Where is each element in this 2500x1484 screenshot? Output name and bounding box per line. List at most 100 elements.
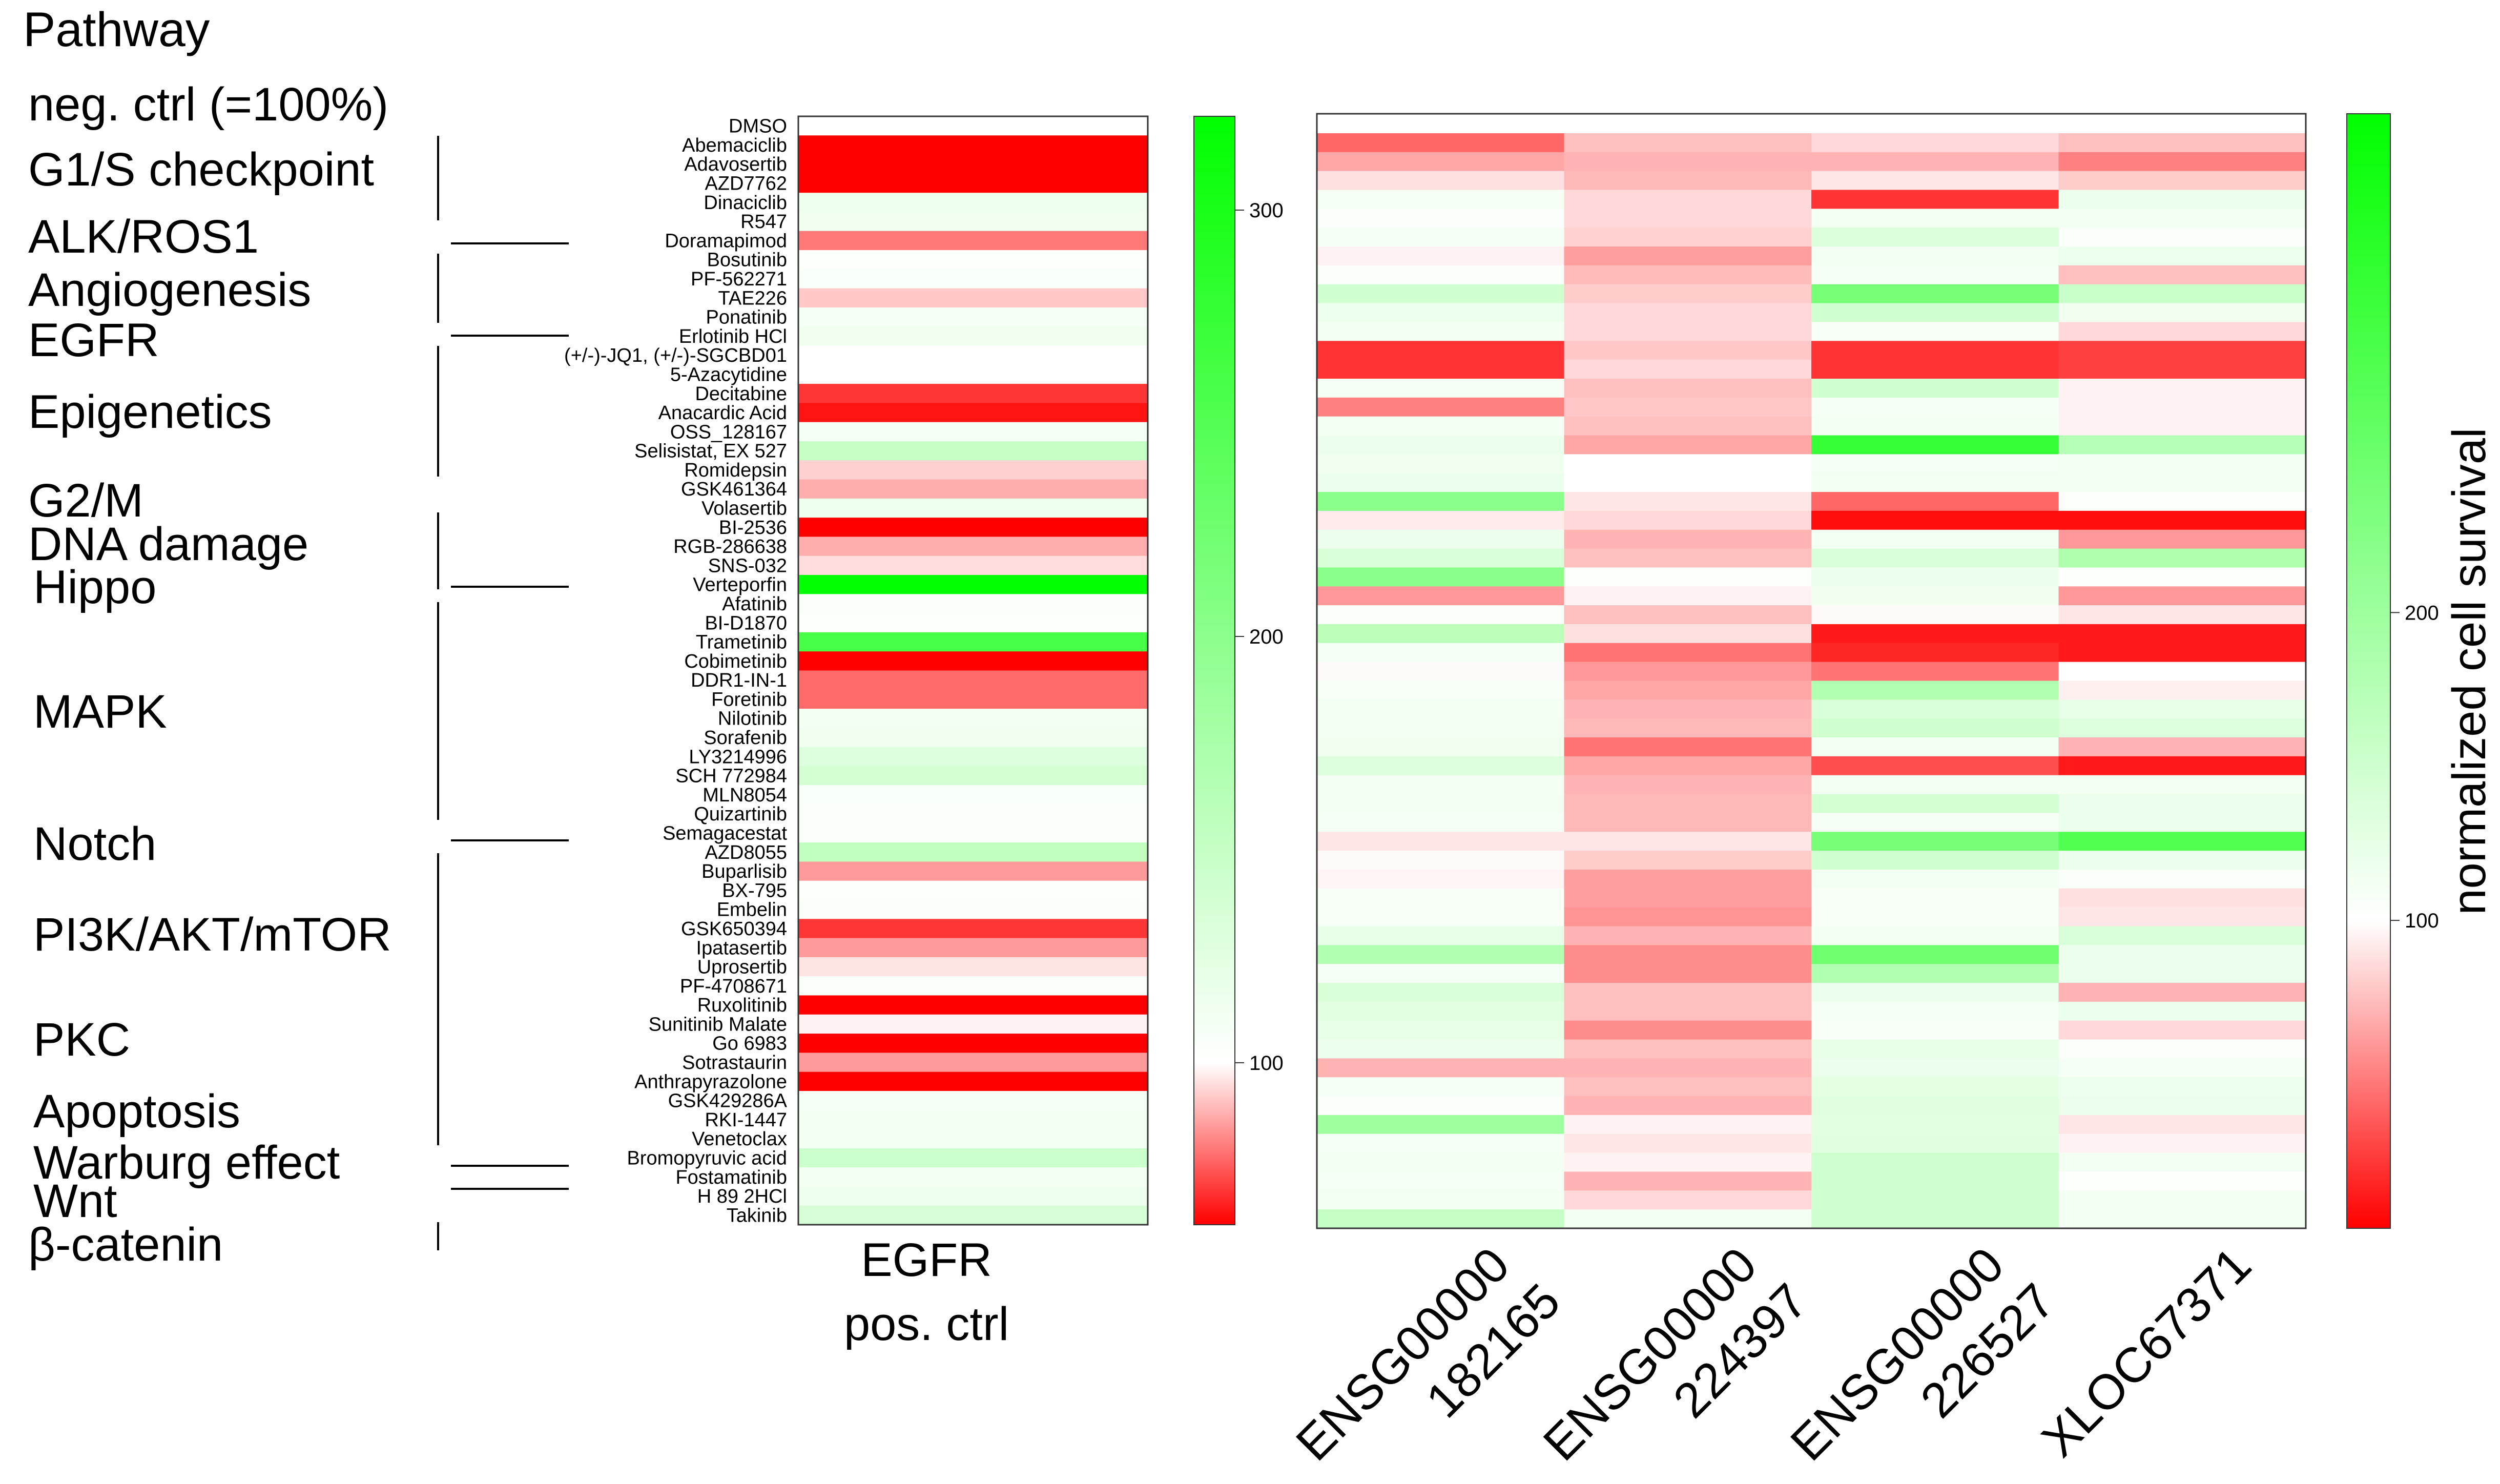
- lncrna-cell: [2058, 246, 2306, 266]
- lncrna-cell: [1811, 284, 2059, 304]
- drug-label: Bosutinib: [707, 250, 787, 271]
- lncrna-cell: [2058, 510, 2306, 530]
- lncrna-cell: [1811, 851, 2059, 870]
- lncrna-cell: [2058, 397, 2306, 417]
- lncrna-cell: [1811, 681, 2059, 700]
- lncrna-cell: [1811, 303, 2059, 323]
- lncrna-cell: [1811, 945, 2059, 964]
- lncrna-cell: [1317, 662, 1565, 682]
- lncrna-cell: [1564, 699, 1812, 719]
- pathway-label: β-catenin: [28, 1219, 223, 1271]
- pathway-label: Hippo: [33, 561, 156, 613]
- lncrna-cell: [1564, 681, 1812, 700]
- lncrna-cell: [1317, 1096, 1565, 1116]
- pathway-label: G1/S checkpoint: [28, 143, 374, 196]
- lncrna-cell: [1811, 1039, 2059, 1059]
- drug-label: AZD7762: [705, 173, 787, 195]
- lncrna-cell: [1564, 869, 1812, 889]
- lncrna-cell: [2058, 794, 2306, 814]
- colorbar-tick-label: 100: [1249, 1052, 1284, 1075]
- lncrna-cell: [2058, 360, 2306, 379]
- drug-label: GSK650394: [681, 918, 787, 940]
- egfr-cell: [798, 842, 1148, 862]
- lncrna-cell: [1317, 964, 1565, 983]
- drug-label: Volasertib: [701, 498, 787, 520]
- drug-label: Anacardic Acid: [658, 402, 787, 424]
- drug-label: Go 6983: [712, 1033, 787, 1055]
- lncrna-cell: [1564, 888, 1812, 908]
- lncrna-cell: [1317, 567, 1565, 587]
- lncrna-cell: [2058, 888, 2306, 908]
- lncrna-cell: [2058, 1020, 2306, 1040]
- lncrna-cell: [1811, 416, 2059, 436]
- pathway-label: Angiogenesis: [28, 264, 311, 316]
- lncrna-cell: [1564, 435, 1812, 455]
- lncrna-cell: [2058, 586, 2306, 606]
- drug-label: Afatinib: [722, 593, 787, 615]
- egfr-cell: [798, 900, 1148, 919]
- egfr-cell: [798, 173, 1148, 193]
- lncrna-cell: [2058, 718, 2306, 738]
- lncrna-cell: [1811, 926, 2059, 945]
- pathway-label: EGFR: [28, 314, 159, 366]
- lncrna-column-labels: ENSG00000182165ENSG00000224397ENSG000002…: [1286, 1237, 2261, 1471]
- egfr-cell: [798, 116, 1148, 136]
- lncrna-cell: [1317, 360, 1565, 379]
- lncrna-cell: [1317, 133, 1565, 153]
- lncrna-cell: [1317, 228, 1565, 247]
- lncrna-cell: [1564, 586, 1812, 606]
- lncrna-cell: [2058, 209, 2306, 228]
- lncrna-cell: [2058, 926, 2306, 945]
- egfr-cell: [798, 919, 1148, 939]
- lncrna-cell: [1811, 171, 2059, 191]
- drug-label: Quizartinib: [694, 803, 787, 825]
- lncrna-cell: [1564, 284, 1812, 304]
- lncrna-cell: [2058, 341, 2306, 360]
- colorbar-tick-label: 200: [1249, 626, 1284, 648]
- egfr-cell: [798, 1090, 1148, 1110]
- egfr-cell: [798, 613, 1148, 633]
- lncrna-cell: [1564, 851, 1812, 870]
- drug-label: Sotrastaurin: [682, 1052, 787, 1074]
- lncrna-cell: [2058, 624, 2306, 644]
- lncrna-cell: [2058, 907, 2306, 927]
- lncrna-cell: [2058, 548, 2306, 568]
- drug-label: Romidepsin: [684, 460, 787, 481]
- lncrna-cell: [2058, 322, 2306, 341]
- lncrna-cell: [1564, 473, 1812, 492]
- drug-label: Erlotinib HCl: [679, 326, 787, 347]
- lncrna-column-label: XLOC67371: [2031, 1237, 2261, 1467]
- egfr-cell: [798, 766, 1148, 786]
- lncrna-cell: [1811, 378, 2059, 398]
- egfr-cell: [798, 422, 1148, 442]
- drug-labels: DMSOAbemaciclibAdavosertibAZD7762Dinacic…: [564, 116, 788, 1227]
- drug-label: BI-2536: [719, 517, 787, 539]
- drug-label: Ruxolitinib: [697, 995, 787, 1016]
- lncrna-cell: [1811, 718, 2059, 738]
- colorbar-tick-label: 300: [1249, 199, 1284, 222]
- lncrna-cell: [1317, 1152, 1565, 1172]
- pathway-label: Epigenetics: [28, 386, 272, 438]
- lncrna-colorbar: [2346, 113, 2391, 1229]
- drug-label: H 89 2HCl: [697, 1186, 787, 1207]
- lncrna-cell: [1564, 567, 1812, 587]
- egfr-cell: [798, 518, 1148, 538]
- egfr-cell: [798, 364, 1148, 384]
- pathway-label: Wnt: [33, 1175, 117, 1227]
- lncrna-cell: [2058, 1190, 2306, 1210]
- lncrna-cell: [1317, 303, 1565, 323]
- drug-label: Doramapimod: [665, 230, 787, 252]
- lncrna-cell: [1564, 907, 1812, 927]
- lncrna-cell: [1317, 945, 1565, 964]
- lncrna-cell: [1317, 1020, 1565, 1040]
- lncrna-cell: [1811, 341, 2059, 360]
- drug-label: Ponatinib: [706, 307, 787, 328]
- lncrna-cell: [1811, 662, 2059, 682]
- pathway-label: neg. ctrl (=100%): [28, 78, 388, 131]
- lncrna-cell: [1317, 1115, 1565, 1135]
- lncrna-cell: [1564, 228, 1812, 247]
- drug-label: R547: [740, 211, 787, 233]
- drug-label: BI-D1870: [705, 612, 787, 634]
- egfr-cell: [798, 823, 1148, 843]
